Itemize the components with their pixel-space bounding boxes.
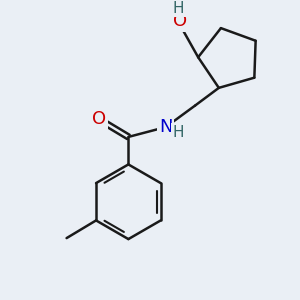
Text: O: O <box>173 12 188 30</box>
Text: H: H <box>173 1 184 16</box>
Text: O: O <box>92 110 106 128</box>
Text: H: H <box>173 124 184 140</box>
Text: N: N <box>159 118 172 136</box>
